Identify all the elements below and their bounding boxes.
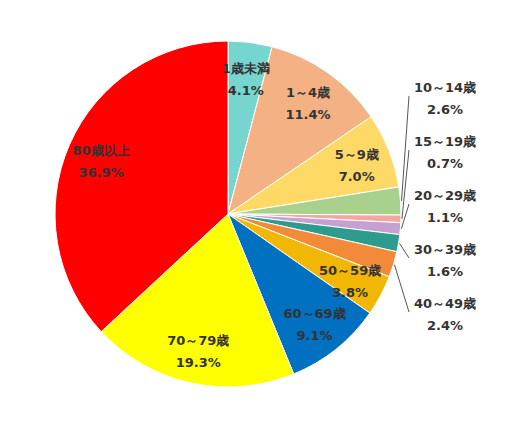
- svg-text:80歳以上36.9%: 80歳以上36.9%: [73, 143, 130, 180]
- svg-text:1～4歳11.4%: 1～4歳11.4%: [285, 85, 330, 122]
- svg-text:70～79歳19.3%: 70～79歳19.3%: [167, 333, 229, 370]
- svg-text:40～49歳2.4%: 40～49歳2.4%: [414, 296, 476, 333]
- svg-text:15～19歳0.7%: 15～19歳0.7%: [414, 134, 476, 171]
- svg-text:50～59歳3.8%: 50～59歳3.8%: [319, 263, 381, 300]
- svg-text:1歳未満4.1%: 1歳未満4.1%: [222, 61, 270, 98]
- svg-text:20～29歳1.1%: 20～29歳1.1%: [414, 188, 476, 225]
- svg-text:30～39歳1.6%: 30～39歳1.6%: [414, 242, 476, 279]
- svg-text:60～69歳9.1%: 60～69歳9.1%: [283, 306, 345, 343]
- svg-text:10～14歳2.6%: 10～14歳2.6%: [414, 80, 476, 117]
- svg-text:5～9歳7.0%: 5～9歳7.0%: [335, 147, 379, 184]
